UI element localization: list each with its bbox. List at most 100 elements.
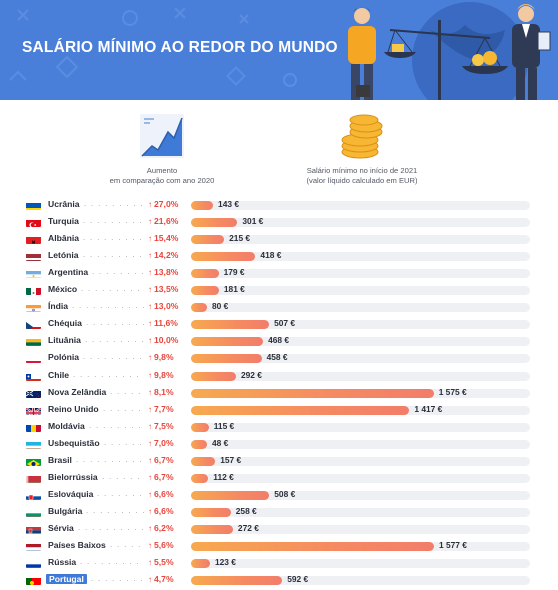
wage-bar	[191, 559, 210, 569]
wage-value: 215 €	[229, 233, 251, 244]
country-name: Argentina	[48, 267, 89, 278]
wage-value: 301 €	[242, 216, 264, 227]
rising-chart-icon	[140, 114, 184, 158]
table-row: Bulgária ↑6,6% 258 € . . . . . . . . . . . …	[0, 504, 558, 521]
table-row: Polónia ↑9,8% 458 € . . . . . . . . . . . .…	[0, 350, 558, 367]
up-arrow-icon: ↑	[148, 251, 152, 261]
increase-label: 7,7%	[154, 403, 174, 414]
leader-dots: . . . . . . . . . . . . . . . . . . . .	[91, 574, 144, 584]
coins-icon	[341, 114, 383, 159]
up-arrow-icon: ↑	[148, 200, 152, 209]
wage-bar	[191, 354, 262, 364]
country-name: Chéquia	[48, 318, 82, 329]
leader-dots: . . . . . . . . . . . . . . . . . . . .	[110, 540, 144, 549]
flag-gb-icon	[26, 405, 41, 415]
country-name: Lituânia	[48, 335, 81, 346]
wage-value: 292 €	[240, 369, 262, 380]
table-row: México ↑13,5% 181 € . . . . . . . . . . . .…	[0, 282, 558, 299]
country-name: Índia	[48, 301, 69, 312]
country-name: Turquia	[48, 216, 79, 227]
wage-bar	[191, 303, 207, 313]
table-row: Moldávia ↑7,5% 115 € . . . . . . . . . . . …	[0, 419, 558, 436]
page-title: SALÁRIO MÍNIMO AO REDOR DO MUNDO	[22, 39, 338, 56]
flag-nz-icon	[26, 388, 41, 398]
wage-value: 1 577 €	[439, 540, 467, 550]
flag-cz-icon	[26, 319, 41, 330]
wage-bar	[191, 576, 283, 586]
bar-track	[191, 422, 530, 432]
table-row: Eslováquia ↑6,6% 508 € . . . . . . . . . . …	[0, 487, 558, 504]
increase-label: 8,1%	[154, 386, 174, 397]
increase-label: 9,8%	[154, 369, 174, 380]
country-name: Países Baixos	[48, 540, 106, 550]
leader-dots: . . . . . . . . . . . . . . . . . . . .	[86, 505, 144, 515]
increase-value: ↑ 13,0%	[148, 301, 178, 311]
wage-value: 157 €	[220, 454, 242, 465]
up-arrow-icon: ↑	[148, 370, 152, 380]
table-row: Brasil ↑6,7% 157 € . . . . . . . . . . . . …	[0, 453, 558, 470]
increase-value: ↑ 6,6%	[148, 506, 174, 516]
bar-track	[191, 559, 530, 569]
bar-track	[191, 576, 530, 586]
wage-value: 507 €	[274, 318, 296, 329]
flag-rs-icon	[26, 524, 41, 534]
wage-value: 1 575 €	[438, 386, 467, 397]
country-name: Usbequistão	[48, 437, 100, 448]
up-arrow-icon: ↑	[148, 541, 152, 550]
up-arrow-icon: ↑	[148, 506, 152, 516]
flag-cl-icon	[26, 371, 41, 381]
table-row: Lituânia ↑10,0% 468 € . . . . . . . . . . .…	[0, 333, 558, 350]
increase-label: 5,6%	[154, 540, 174, 550]
wage-value: 179 €	[223, 267, 245, 278]
wage-bar	[191, 218, 238, 228]
leader-dots: . . . . . . . . . . . . . . . . . . . .	[83, 233, 144, 243]
bar-track	[191, 371, 530, 381]
up-arrow-icon: ↑	[148, 558, 152, 568]
increase-value: ↑ 4,7%	[148, 574, 174, 584]
up-arrow-icon: ↑	[148, 353, 152, 363]
increase-value: ↑ 6,6%	[148, 489, 174, 499]
increase-value: ↑ 7,0%	[148, 438, 174, 448]
country-name: Nova Zelândia	[48, 386, 107, 397]
table-row: Letónia ↑14,2% 418 € . . . . . . . . . . . …	[0, 248, 558, 265]
legend-wage: Salário mínimo no início de 2021 (valor …	[262, 112, 462, 185]
country-name: Ucrânia	[48, 199, 80, 209]
wage-bar	[191, 456, 216, 466]
increase-value: ↑ 5,6%	[148, 540, 174, 550]
wage-bar	[191, 286, 219, 296]
bar-track	[191, 456, 530, 466]
flag-uz-icon	[26, 439, 41, 449]
increase-label: 13,8%	[154, 267, 179, 278]
increase-label: 6,2%	[154, 522, 174, 533]
legend-wage-label-2: (valor líquido calculado em EUR)	[306, 175, 418, 185]
country-name: Moldávia	[48, 420, 85, 431]
bar-track	[191, 490, 530, 500]
up-arrow-icon: ↑	[148, 336, 152, 346]
country-name: México	[48, 284, 78, 295]
leader-dots: . . . . . . . . . . . . . . . . . . . .	[76, 454, 144, 464]
flag-md-icon	[26, 422, 41, 432]
wage-value: 143 €	[218, 199, 239, 209]
wage-value: 80 €	[212, 301, 229, 312]
leader-dots: . . . . . . . . . . . . . . . . . . . .	[84, 199, 144, 208]
up-arrow-icon: ↑	[148, 387, 152, 397]
bar-track	[191, 303, 530, 313]
flag-sk-icon	[26, 490, 41, 500]
leader-dots: . . . . . . . . . . . . . . . . . . . .	[103, 403, 144, 413]
flag-in-icon	[26, 302, 41, 313]
bar-track	[191, 286, 530, 296]
increase-label: 21,6%	[154, 216, 179, 227]
bar-track	[191, 524, 530, 534]
increase-label: 15,4%	[154, 233, 179, 244]
wage-bar	[191, 269, 219, 279]
increase-value: ↑ 7,5%	[148, 421, 174, 431]
up-arrow-icon: ↑	[148, 319, 152, 329]
leader-dots: . . . . . . . . . . . . . . . . . . . .	[72, 301, 144, 311]
increase-label: 4,7%	[154, 574, 174, 585]
increase-label: 27,0%	[154, 199, 179, 209]
bar-track	[191, 354, 530, 364]
increase-value: ↑ 15,4%	[148, 233, 178, 243]
flag-pl-icon	[26, 353, 41, 364]
table-row: Reino Unido ↑7,7% 1 417 € . . . . . . . . .…	[0, 402, 558, 419]
country-name: Reino Unido	[48, 403, 99, 414]
